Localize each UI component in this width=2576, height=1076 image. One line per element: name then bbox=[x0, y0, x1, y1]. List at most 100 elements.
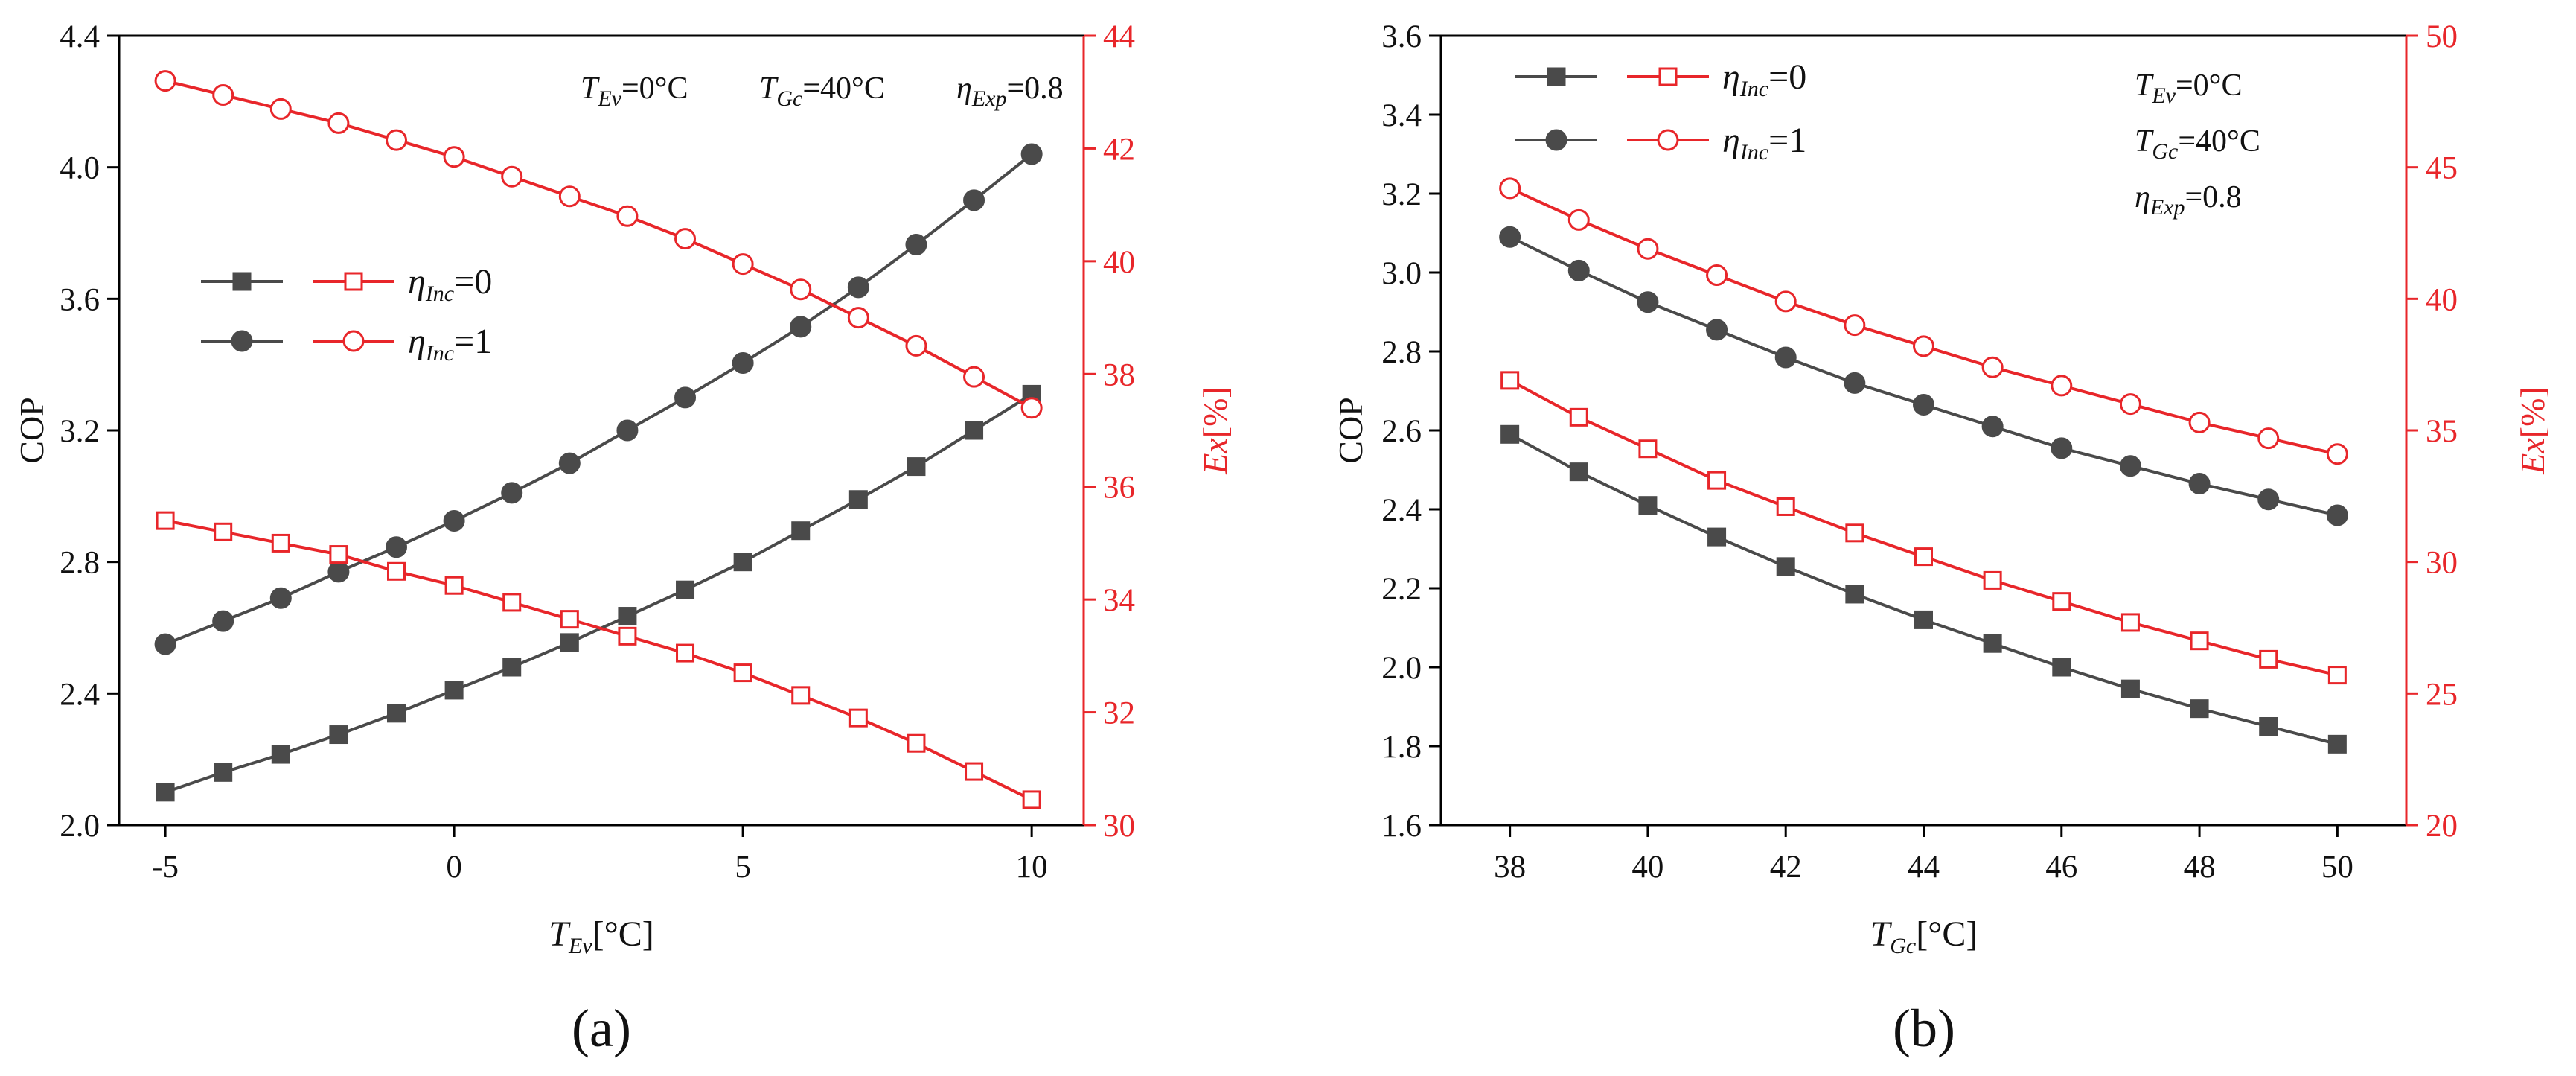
x-axis-label: TGc[°C] bbox=[1870, 914, 1978, 958]
data-point-series-4 bbox=[847, 307, 869, 329]
data-point-series-1 bbox=[560, 633, 579, 652]
data-point-series-3 bbox=[444, 576, 464, 595]
ylabel-right-name: Ex bbox=[1196, 438, 1234, 475]
series-line-1 bbox=[1509, 433, 2338, 746]
legend-marker-ex bbox=[1657, 129, 1679, 151]
data-point-series-3 bbox=[1500, 371, 1520, 390]
data-point-series-3 bbox=[676, 643, 695, 663]
data-point-series-4 bbox=[558, 185, 581, 208]
condition-value: =0.8 bbox=[1006, 71, 1063, 106]
panel-label-a: (a) bbox=[572, 999, 631, 1058]
data-point-series-4 bbox=[1499, 177, 1521, 200]
data-point-series-3 bbox=[1569, 407, 1588, 427]
condition-value: =40°C bbox=[802, 71, 885, 106]
condition-value: =0.8 bbox=[2185, 180, 2241, 214]
data-point-series-4 bbox=[1774, 290, 1797, 313]
series-line-3 bbox=[164, 519, 1033, 801]
condition-sub: Ev bbox=[597, 86, 621, 111]
data-point-series-4 bbox=[154, 70, 176, 92]
data-point-series-3 bbox=[156, 511, 175, 530]
data-point-series-4 bbox=[1020, 397, 1043, 419]
condition-value: =0°C bbox=[621, 71, 688, 106]
data-point-series-2 bbox=[1844, 372, 1866, 394]
data-point-series-1 bbox=[1983, 634, 2002, 653]
y-tick-label-left: 4.0 bbox=[60, 151, 100, 186]
y-tick-label-left: 3.2 bbox=[1381, 177, 1422, 212]
legend-marker-ex bbox=[344, 272, 363, 291]
condition-text: TGc=40°C bbox=[759, 71, 885, 111]
data-point-series-2 bbox=[269, 587, 292, 609]
data-point-series-3 bbox=[1707, 471, 1727, 490]
y-tick-label-left: 2.4 bbox=[1381, 493, 1422, 528]
legend-marker-cop bbox=[1545, 129, 1567, 151]
y-tick-label-right: 30 bbox=[2426, 546, 2458, 581]
data-point-series-1 bbox=[1638, 496, 1658, 515]
y-tick-label-left: 2.6 bbox=[1381, 414, 1422, 449]
data-point-series-1 bbox=[329, 725, 348, 745]
y-tick-label-right: 36 bbox=[1103, 471, 1135, 506]
data-point-series-2 bbox=[1706, 319, 1728, 341]
data-point-series-3 bbox=[1638, 439, 1658, 459]
data-point-series-2 bbox=[2188, 473, 2211, 495]
y-tick-label-left: 3.4 bbox=[1381, 98, 1422, 133]
x-tick-label: 38 bbox=[1494, 850, 1526, 885]
y-tick-label-right: 38 bbox=[1103, 357, 1135, 392]
data-point-series-3 bbox=[1022, 790, 1041, 809]
data-point-series-4 bbox=[443, 146, 465, 168]
condition-sub: Gc bbox=[776, 86, 802, 111]
x-tick-label: 0 bbox=[446, 850, 462, 885]
data-point-series-1 bbox=[2190, 699, 2209, 719]
legend-value: =0 bbox=[454, 262, 492, 302]
y-axis-label-right: Ex[%] bbox=[1196, 386, 1234, 474]
data-point-series-3 bbox=[214, 522, 233, 541]
data-point-series-3 bbox=[560, 610, 579, 629]
data-point-series-1 bbox=[2052, 658, 2071, 677]
data-point-series-1 bbox=[444, 681, 464, 700]
y-tick-label-left: 2.8 bbox=[1381, 335, 1422, 370]
data-point-series-1 bbox=[965, 421, 984, 440]
y-tick-label-left: 1.6 bbox=[1381, 809, 1422, 844]
data-point-series-4 bbox=[905, 334, 927, 357]
data-point-series-1 bbox=[1776, 557, 1795, 576]
ylabel-right-unit: [%] bbox=[2513, 386, 2551, 438]
data-point-series-2 bbox=[616, 419, 639, 442]
y-tick-label-left: 4.4 bbox=[60, 19, 100, 54]
condition-symbol: T bbox=[2135, 69, 2154, 103]
data-point-series-3 bbox=[2190, 631, 2209, 651]
y-tick-label-right: 32 bbox=[1103, 696, 1135, 731]
data-point-series-4 bbox=[2257, 427, 2280, 450]
condition-sub: Exp bbox=[2150, 195, 2185, 220]
data-point-series-4 bbox=[212, 84, 234, 106]
condition-text: TEv=0°C bbox=[2135, 69, 2243, 108]
x-tick-label: 40 bbox=[1631, 850, 1663, 885]
legend-greek: η bbox=[408, 322, 426, 361]
legend-label: ηInc=1 bbox=[1722, 121, 1806, 165]
legend-sub: Inc bbox=[425, 281, 454, 306]
data-point-series-4 bbox=[616, 205, 639, 227]
data-point-series-1 bbox=[848, 490, 868, 509]
data-point-series-2 bbox=[1981, 416, 2004, 438]
legend-marker-cop bbox=[1547, 67, 1566, 86]
legend-sub: Inc bbox=[425, 341, 454, 366]
y-axis-label-right: Ex[%] bbox=[2513, 386, 2551, 474]
x-tick-label: 42 bbox=[1770, 850, 1802, 885]
y-tick-label-left: 3.0 bbox=[1381, 256, 1422, 291]
data-point-series-3 bbox=[1983, 570, 2002, 590]
legend-value: =1 bbox=[454, 322, 492, 361]
data-point-series-4 bbox=[501, 165, 523, 188]
data-point-series-1 bbox=[502, 658, 522, 677]
series-line-2 bbox=[164, 153, 1033, 646]
y-tick-label-right: 50 bbox=[2426, 19, 2458, 54]
legend-marker-ex bbox=[1658, 67, 1678, 86]
data-point-series-1 bbox=[733, 553, 752, 572]
data-point-series-1 bbox=[387, 704, 406, 723]
data-point-series-4 bbox=[674, 228, 697, 250]
chart-panel-a: -5 0 5 10 2.0 2.4 2.8 3.2 3.6 4.0 4.4 30 32 34 36 38 40 4… bbox=[13, 19, 1234, 1058]
legend-greek: η bbox=[408, 262, 426, 302]
data-point-series-1 bbox=[791, 521, 811, 541]
data-point-series-2 bbox=[790, 316, 812, 338]
condition-symbol: T bbox=[759, 71, 779, 106]
